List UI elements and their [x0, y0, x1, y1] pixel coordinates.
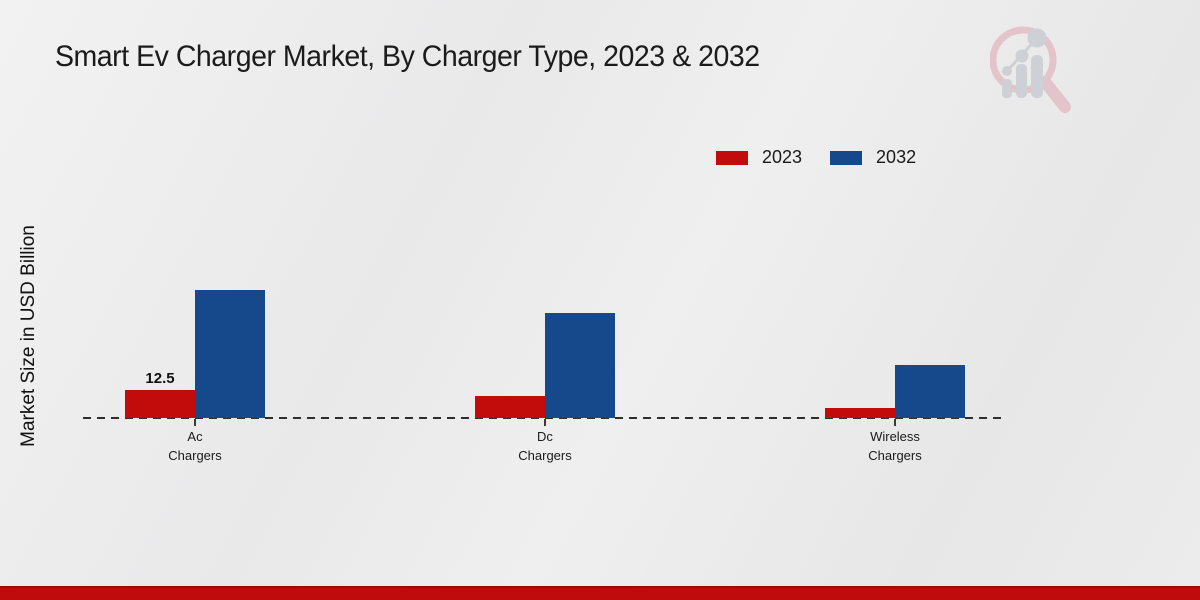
legend: 2023 2032	[716, 147, 916, 168]
category-label-dc-chargers: Dc Chargers	[518, 429, 572, 463]
legend-swatch-2032	[830, 150, 863, 165]
category-label-wireless-chargers: Wireless Chargers	[868, 429, 922, 463]
y-axis-label: Market Size in USD Billion	[18, 225, 39, 447]
chart-title: Smart Ev Charger Market, By Charger Type…	[55, 40, 760, 73]
bar-value-label-2023-ac-chargers: 12.5	[145, 370, 175, 387]
legend-swatch-2023	[716, 150, 748, 165]
legend-item-2023: 2023	[716, 147, 802, 168]
zero-baseline	[83, 417, 1006, 419]
bar-2023-wireless-chargers	[825, 408, 895, 418]
x-axis-tick-wireless-chargers	[894, 419, 896, 426]
legend-label-2032: 2032	[876, 147, 917, 167]
bar-2032-ac-chargers	[195, 290, 265, 418]
bar-2023-ac-chargers	[125, 390, 195, 418]
bar-2023-dc-chargers	[475, 396, 545, 418]
footer-band	[0, 586, 1200, 600]
x-axis-tick-ac-chargers	[194, 419, 196, 426]
legend-label-2023: 2023	[762, 147, 803, 167]
bar-2032-dc-chargers	[545, 313, 615, 418]
bar-2032-wireless-chargers	[895, 365, 965, 418]
category-label-ac-chargers: Ac Chargers	[168, 429, 222, 463]
magnifier-bar-chart-logo-icon	[990, 26, 1071, 113]
legend-item-2032: 2032	[830, 147, 916, 168]
x-axis-tick-dc-chargers	[544, 419, 546, 426]
